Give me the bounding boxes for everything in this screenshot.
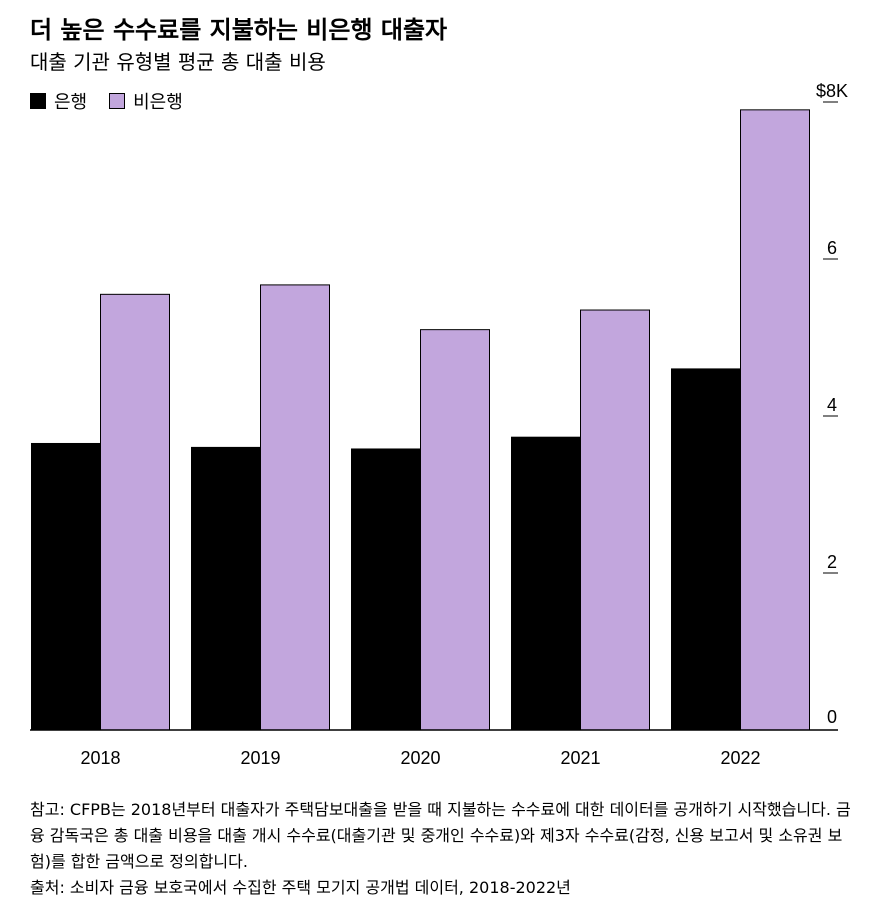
bar-bank-2018 [31, 442, 101, 731]
bar-bank-2021 [511, 436, 581, 731]
chart-subtitle: 대출 기관 유형별 평균 총 대출 비용 [30, 50, 326, 74]
x-tick-label-2019: 2019 [240, 748, 280, 768]
legend-item-bank: 은행 [30, 88, 87, 114]
y-tick-label-0: 0 [827, 707, 837, 727]
legend-swatch-bank [30, 93, 46, 109]
bar-nonbank-2021 [580, 309, 650, 731]
bar-chart: 0 2 4 6 $8K 2018 2019 2020 2021 2022 [30, 81, 848, 768]
y-tick-label-4: 4 [827, 395, 837, 415]
footnote-note: 참고: CFPB는 2018년부터 대출자가 주택담보대출을 받을 때 지불하는… [30, 800, 851, 871]
footnote-source: 출처: 소비자 금융 보호국에서 수집한 주택 모기지 공개법 데이터, 201… [30, 878, 571, 897]
bar-bank-2020 [351, 448, 421, 731]
x-tick-label-2018: 2018 [80, 748, 120, 768]
chart-legend: 은행 비은행 [30, 88, 205, 114]
y-tick-label-$8K: $8K [816, 81, 848, 101]
bar-nonbank-2022 [740, 109, 810, 731]
y-tick-label-2: 2 [827, 552, 837, 572]
chart-title: 더 높은 수수료를 지불하는 비은행 대출자 [30, 16, 448, 44]
x-tick-label-2020: 2020 [400, 748, 440, 768]
legend-label-nonbank: 비은행 [133, 92, 183, 113]
legend-item-nonbank: 비은행 [109, 88, 183, 114]
legend-swatch-nonbank [109, 93, 126, 109]
x-tick-label-2022: 2022 [720, 748, 760, 768]
footnote: 참고: CFPB는 2018년부터 대출자가 주택담보대출을 받을 때 지불하는… [30, 797, 860, 901]
bar-nonbank-2019 [260, 284, 330, 731]
y-tick-label-6: 6 [827, 238, 837, 258]
bar-nonbank-2020 [420, 329, 490, 731]
bar-nonbank-2018 [100, 293, 170, 731]
bar-bank-2019 [191, 446, 261, 731]
bar-bank-2022 [671, 368, 741, 731]
x-tick-label-2021: 2021 [560, 748, 600, 768]
legend-label-bank: 은행 [54, 92, 88, 113]
